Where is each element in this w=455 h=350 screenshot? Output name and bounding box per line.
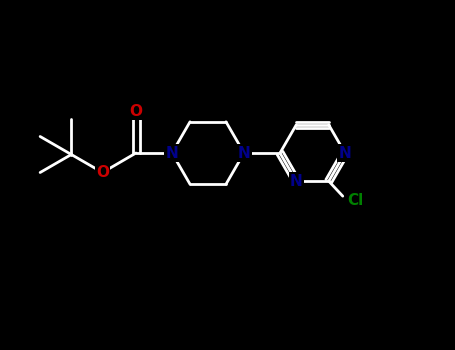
Text: N: N bbox=[166, 146, 178, 161]
Text: O: O bbox=[130, 104, 142, 119]
Text: Cl: Cl bbox=[347, 193, 364, 208]
Text: N: N bbox=[339, 146, 351, 161]
Text: N: N bbox=[238, 146, 250, 161]
Text: N: N bbox=[290, 174, 303, 189]
Text: O: O bbox=[96, 165, 109, 180]
